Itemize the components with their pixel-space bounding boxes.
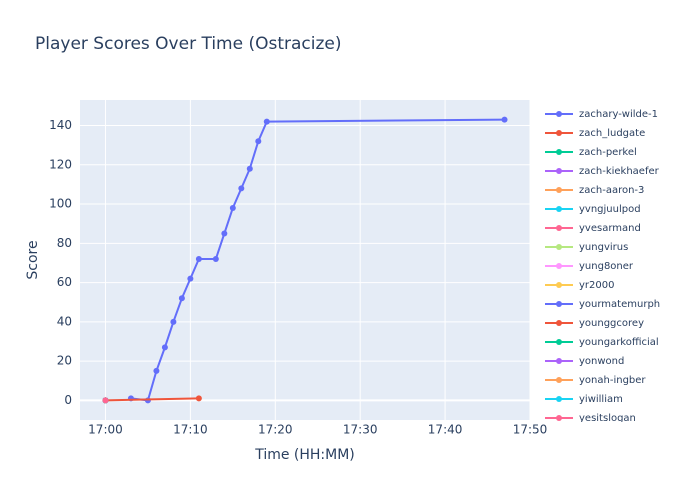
legend-item[interactable]: yonwond (545, 356, 624, 367)
legend-marker (556, 358, 562, 364)
legend-item[interactable]: yungvirus (545, 242, 628, 253)
x-tick-label: 17:20 (258, 423, 293, 437)
y-tick-label: 0 (64, 393, 72, 407)
legend-item[interactable]: younggcorey (545, 318, 644, 329)
legend-item[interactable]: zachary-wilde-1 (545, 109, 658, 120)
y-tick-label: 80 (57, 236, 72, 250)
legend-item[interactable]: yr2000 (545, 280, 614, 291)
legend-marker (556, 130, 562, 136)
legend-marker (556, 187, 562, 193)
legend-marker (556, 377, 562, 383)
y-tick-label: 40 (57, 314, 72, 328)
data-point (195, 395, 202, 402)
legend-marker (556, 168, 562, 174)
chart-title: Player Scores Over Time (Ostracize) (35, 34, 342, 54)
legend-marker (556, 301, 562, 307)
legend-item[interactable]: yvngjuulpod (545, 204, 641, 215)
legend-label: zachary-wilde-1 (579, 109, 658, 120)
data-point (195, 256, 202, 263)
legend-item[interactable]: zach-aaron-3 (545, 185, 644, 196)
plot-background (80, 100, 530, 420)
legend-label: yourmatemurph (579, 299, 660, 310)
y-tick-label: 60 (57, 275, 72, 289)
y-axis-title: Score (25, 240, 41, 279)
legend-marker (556, 415, 562, 421)
legend-label: zach_ludgate (579, 128, 645, 139)
legend-marker (556, 149, 562, 155)
series-line (130, 118, 505, 402)
legend-marker (556, 263, 562, 269)
legend-label: yonah-ingber (579, 375, 646, 386)
legend-item[interactable]: yvesarmand (545, 223, 641, 234)
legend-item[interactable]: zach-kiekhaefer (545, 166, 660, 177)
legend-label: zach-aaron-3 (579, 185, 644, 196)
legend-item[interactable]: zach-perkel (545, 147, 637, 158)
x-tick-label: 17:40 (428, 423, 463, 437)
legend-label: yung8oner (579, 261, 634, 272)
legend-item[interactable]: yourmatemurph (545, 299, 660, 310)
data-point (221, 230, 228, 237)
legend-marker (556, 282, 562, 288)
legend-label: yonwond (579, 356, 624, 367)
data-point (170, 318, 177, 325)
y-tick-label: 100 (49, 197, 72, 211)
legend-item[interactable]: yiwilliam (545, 394, 623, 405)
legend-label: yesitslogan (579, 413, 636, 424)
legend-item[interactable]: yung8oner (545, 261, 634, 272)
legend-label: yungvirus (579, 242, 628, 253)
data-point (238, 185, 245, 192)
x-tick-label: 17:10 (173, 423, 208, 437)
y-tick-label: 120 (49, 157, 72, 171)
data-point (153, 367, 160, 374)
legend-label: yvesarmand (579, 223, 641, 234)
data-point (178, 295, 185, 302)
legend-label: zach-kiekhaefer (579, 166, 660, 177)
legend-item[interactable]: zach_ludgate (545, 128, 645, 139)
data-point (229, 204, 236, 211)
data-point (501, 116, 508, 123)
y-tick-label: 20 (57, 354, 72, 368)
legend-marker (556, 396, 562, 402)
y-tick-label: 140 (49, 118, 72, 132)
legend-item[interactable]: yonah-ingber (545, 375, 646, 386)
legend-label: yiwilliam (579, 394, 623, 405)
x-axis-title: Time (HH:MM) (254, 447, 355, 463)
legend-marker (556, 206, 562, 212)
legend-label: yvngjuulpod (579, 204, 641, 215)
data-point (212, 256, 219, 263)
data-point (102, 397, 109, 404)
x-tick-label: 17:30 (343, 423, 378, 437)
legend-marker (556, 320, 562, 326)
legend-marker (556, 339, 562, 345)
data-point (246, 165, 253, 172)
legend-label: younggcorey (579, 318, 644, 329)
x-tick-label: 17:00 (88, 423, 123, 437)
legend-marker (556, 225, 562, 231)
legend-label: yr2000 (579, 280, 614, 291)
series-line (105, 397, 199, 402)
legend-label: zach-perkel (579, 147, 637, 158)
legend-item[interactable]: yesitslogan (545, 413, 636, 424)
legend-marker (556, 111, 562, 117)
legend-item[interactable]: youngarkofficial (545, 337, 659, 348)
legend-marker (556, 244, 562, 250)
legend-label: youngarkofficial (579, 337, 659, 348)
data-point (161, 344, 168, 351)
data-point (187, 275, 194, 282)
data-point (255, 138, 262, 145)
x-tick-label: 17:50 (513, 423, 548, 437)
data-point (263, 118, 270, 125)
